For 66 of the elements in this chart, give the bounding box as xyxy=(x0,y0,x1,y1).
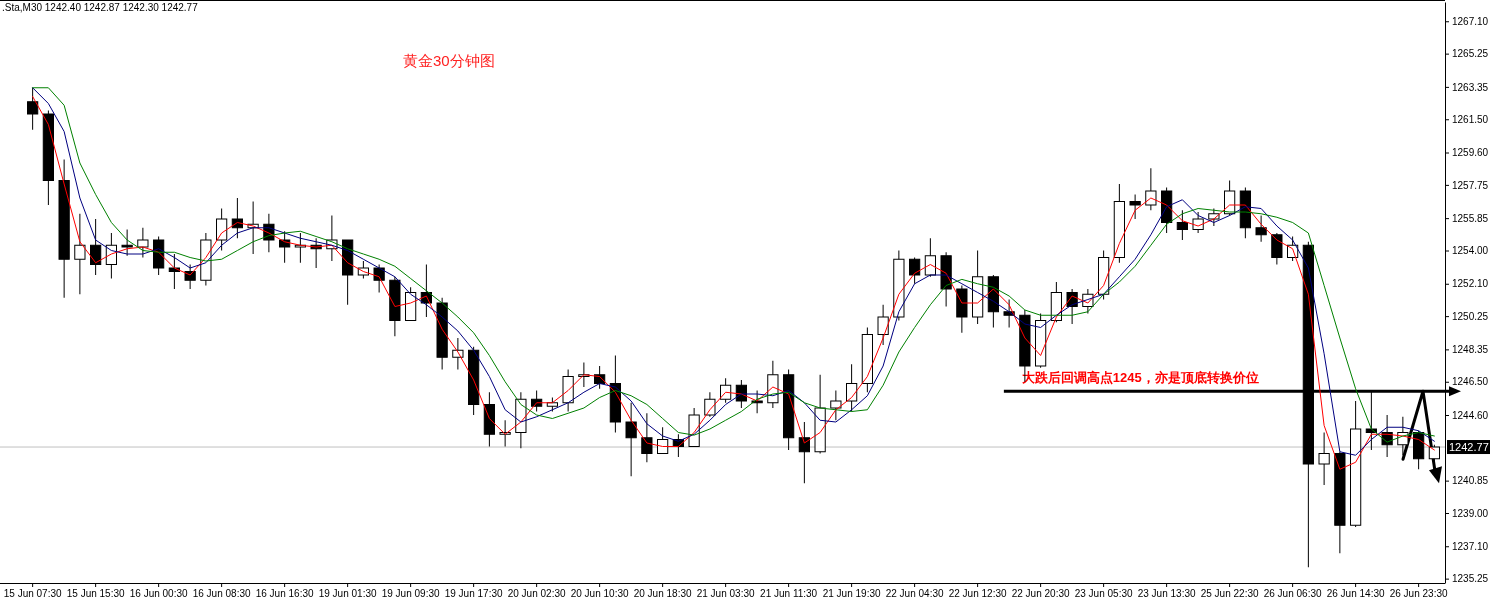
x-tick-label: 20 Jun 02:30 xyxy=(507,588,566,600)
candlestick xyxy=(216,208,228,251)
x-tick-label: 26 Jun 23:30 xyxy=(1389,588,1448,600)
y-tick-label: 1265.25 xyxy=(1452,48,1489,60)
x-tick-label: 20 Jun 18:30 xyxy=(633,588,692,600)
candlestick xyxy=(704,391,716,418)
y-tick-label: 1263.35 xyxy=(1452,81,1489,93)
candlestick xyxy=(1145,167,1157,211)
x-tick-label: 15 Jun 07:30 xyxy=(3,588,62,600)
y-tick-label: 1248.35 xyxy=(1452,344,1489,356)
x-tick-label: 21 Jun 11:30 xyxy=(760,588,818,600)
y-tick-label: 1239.00 xyxy=(1452,507,1489,519)
x-tick-label: 25 Jun 22:30 xyxy=(1200,588,1259,600)
y-tick-label: 1257.75 xyxy=(1452,179,1489,191)
candlestick xyxy=(1176,209,1188,241)
y-tick-label: 1267.10 xyxy=(1452,15,1489,27)
chart-subtitle: .Sta,M30 1242.40 1242.87 1242.30 1242.77 xyxy=(2,2,199,13)
x-tick-label: 21 Jun 19:30 xyxy=(822,588,881,600)
x-tick-label: 22 Jun 20:30 xyxy=(1011,588,1070,600)
text: 黄金30分钟图 xyxy=(403,52,495,69)
annotation: 大跌后回调高点1245，亦是顶底转换价位 xyxy=(1021,370,1259,386)
candlestick xyxy=(137,227,149,258)
x-tick-label: 19 Jun 09:30 xyxy=(381,588,440,600)
candlestick xyxy=(1271,232,1283,265)
candlestick xyxy=(74,213,86,295)
candlestick xyxy=(1129,194,1141,220)
candlestick xyxy=(625,402,637,477)
x-tick-label: 15 Jun 15:30 xyxy=(66,588,125,600)
y-tick-label: 1237.10 xyxy=(1452,540,1489,552)
y-tick-label: 1261.50 xyxy=(1452,113,1489,125)
candlestick xyxy=(121,229,133,257)
x-tick-label: 20 Jun 10:30 xyxy=(570,588,629,600)
y-tick-label: 1254.00 xyxy=(1452,245,1489,257)
x-tick-label: 21 Jun 03:30 xyxy=(696,588,755,600)
candlestick xyxy=(1318,432,1330,486)
y-tick-label: 1240.85 xyxy=(1452,475,1489,487)
y-tick-label: 1235.25 xyxy=(1452,573,1489,585)
candlestick xyxy=(877,304,889,346)
candlestick xyxy=(1255,215,1267,243)
candlestick xyxy=(641,412,653,463)
x-tick-label: 22 Jun 12:30 xyxy=(948,588,1007,600)
candlestick xyxy=(657,426,669,454)
y-tick-label: 1246.50 xyxy=(1452,376,1489,388)
x-tick-label: 22 Jun 04:30 xyxy=(885,588,944,600)
candlestick xyxy=(909,257,921,285)
x-tick-label: 23 Jun 05:30 xyxy=(1074,588,1133,600)
y-tick-label: 1244.60 xyxy=(1452,409,1489,421)
x-tick-label: 19 Jun 17:30 xyxy=(444,588,503,600)
candlestick xyxy=(846,363,858,412)
candlestick xyxy=(452,337,464,370)
x-tick-label: 16 Jun 00:30 xyxy=(129,588,188,600)
x-tick-label: 26 Jun 14:30 xyxy=(1326,588,1385,600)
candlestick xyxy=(168,253,180,290)
candlestick xyxy=(27,87,39,131)
y-tick-label: 1252.10 xyxy=(1452,278,1489,290)
candlestick xyxy=(1365,390,1377,451)
x-tick-label: 23 Jun 13:30 xyxy=(1137,588,1196,600)
ref-line-label: 1242.77 xyxy=(1449,441,1489,454)
x-tick-label: 26 Jun 06:30 xyxy=(1263,588,1322,600)
x-tick-label: 19 Jun 01:30 xyxy=(318,588,377,600)
x-tick-label: 16 Jun 16:30 xyxy=(255,588,314,600)
x-tick-label: 16 Jun 08:30 xyxy=(192,588,251,600)
y-tick-label: 1250.25 xyxy=(1452,310,1489,322)
candlestick xyxy=(830,390,842,421)
y-tick-label: 1259.60 xyxy=(1452,147,1489,159)
y-tick-label: 1255.85 xyxy=(1452,212,1489,224)
